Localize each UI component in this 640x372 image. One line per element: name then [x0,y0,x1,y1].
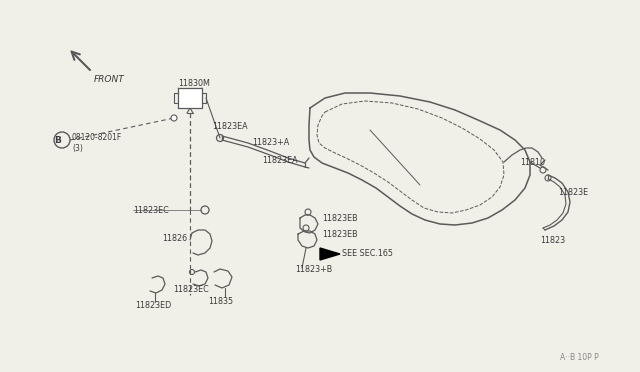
Text: 11823EA: 11823EA [262,155,298,164]
Text: 11823EB: 11823EB [322,214,358,222]
Text: 11823EC: 11823EC [133,205,169,215]
Text: SEE SEC.165: SEE SEC.165 [342,250,393,259]
Polygon shape [320,248,340,260]
Text: 11830M: 11830M [178,78,210,87]
Text: 11823E: 11823E [558,187,588,196]
Text: 11823EC: 11823EC [173,285,209,295]
Text: B: B [54,135,61,144]
Circle shape [171,115,177,121]
Text: 11823EB: 11823EB [322,230,358,238]
Bar [178,88,202,108]
Text: A··B 10P P: A··B 10P P [560,353,599,362]
Text: 11810: 11810 [520,157,545,167]
Text: 11826: 11826 [162,234,187,243]
Text: FRONT: FRONT [94,75,125,84]
Text: 11835: 11835 [208,298,233,307]
Text: 11823+B: 11823+B [295,266,332,275]
Text: 08120-8201F: 08120-8201F [72,132,122,141]
Text: (3): (3) [72,144,83,153]
Text: 11823+A: 11823+A [252,138,289,147]
Text: 11823: 11823 [540,235,565,244]
Text: 11823ED: 11823ED [135,301,172,310]
Text: 11823EA: 11823EA [212,122,248,131]
